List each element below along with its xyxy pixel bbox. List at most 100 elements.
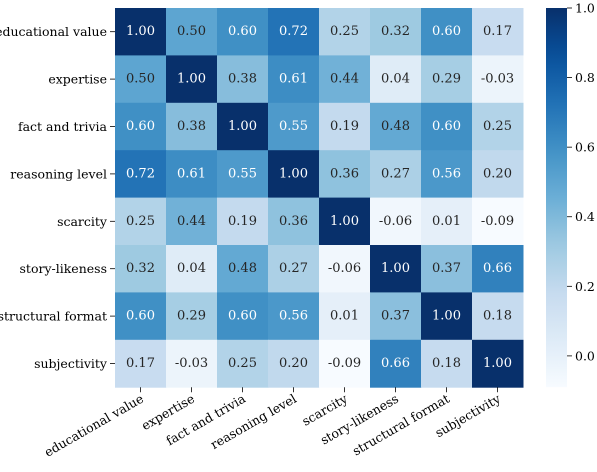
heatmap-value-label: 0.37: [381, 309, 410, 324]
heatmap-value-label: 0.17: [126, 356, 155, 371]
heatmap-cell: [268, 197, 320, 246]
heatmap-cell: [268, 339, 320, 388]
heatmap-value-label: -0.09: [328, 356, 361, 371]
heatmap-value-label: 0.27: [381, 166, 410, 181]
heatmap-cell: [472, 245, 524, 293]
colorbar-tick-label: 0.2: [575, 279, 595, 294]
heatmap-cell: [166, 197, 218, 246]
heatmap-cell: [166, 245, 218, 293]
heatmap-value-label: 0.18: [483, 309, 512, 324]
colorbar: 0.0 0.2 0.4 0.6 0.8 1.0: [546, 1, 595, 388]
heatmap-cell: [166, 102, 218, 151]
heatmap-cell: [319, 197, 371, 246]
heatmap-cell: [472, 292, 524, 341]
heatmap-cell: [268, 8, 320, 56]
heatmap-value-label: 0.20: [279, 356, 308, 371]
heatmap-value-label: 0.19: [228, 214, 257, 229]
heatmap-value-label: -0.06: [328, 261, 361, 276]
y-tick-label: fact and trivia: [18, 119, 108, 134]
heatmap-cell: [217, 292, 269, 341]
heatmap-value-label: 0.36: [330, 166, 359, 181]
heatmap-value-label: -0.03: [481, 72, 514, 87]
heatmap-value-label: 1.00: [279, 166, 308, 181]
heatmap-value-label: 0.19: [330, 119, 359, 134]
heatmap-cell: [421, 339, 473, 388]
heatmap-cell: [472, 339, 524, 388]
heatmap-cell: [268, 150, 320, 199]
y-tick-label: structural format: [0, 309, 107, 324]
heatmap-cell: [166, 339, 218, 388]
heatmap-value-label: 1.00: [126, 24, 155, 39]
heatmap-cell: [370, 102, 422, 151]
colorbar-ticks: 0.0 0.2 0.4 0.6 0.8 1.0: [567, 1, 595, 363]
heatmap-cell: [319, 150, 371, 199]
x-tick-label: educational value: [42, 391, 146, 460]
heatmap-cell: [421, 245, 473, 293]
heatmap-value-label: 0.25: [228, 356, 257, 371]
heatmap-value-label: 0.72: [126, 166, 155, 181]
heatmap-value-label: 0.27: [279, 261, 308, 276]
heatmap-value-label: 0.60: [228, 24, 257, 39]
heatmap-cell: [319, 292, 371, 341]
heatmap-cell: [319, 102, 371, 151]
heatmap-cell: [370, 150, 422, 199]
heatmap-value-label: 1.00: [177, 72, 206, 87]
heatmap-value-label: 0.66: [381, 356, 410, 371]
heatmap-value-label: 1.00: [381, 261, 410, 276]
heatmap-value-label: -0.03: [175, 356, 208, 371]
colorbar-tick-label: 0.6: [575, 140, 595, 155]
heatmap-value-label: 0.60: [228, 309, 257, 324]
heatmap-cell: [166, 292, 218, 341]
heatmap-cell: [421, 150, 473, 199]
y-tick-label: educational value: [0, 24, 107, 39]
heatmap-value-label: 0.17: [483, 24, 512, 39]
heatmap-value-label: 0.50: [177, 24, 206, 39]
heatmap-cell: [217, 8, 269, 56]
y-tick-label: scarcity: [57, 214, 108, 229]
heatmap-cell: [370, 197, 422, 246]
heatmap-value-label: 0.72: [279, 24, 308, 39]
heatmap-cell: [319, 245, 371, 293]
heatmap-cell: [166, 55, 218, 104]
heatmap-value-label: 0.48: [228, 261, 257, 276]
heatmap-value-label: 0.60: [126, 309, 155, 324]
heatmap-value-label: -0.06: [379, 214, 412, 229]
heatmap-cell: [370, 245, 422, 293]
y-tick-label: reasoning level: [10, 166, 107, 181]
heatmap-value-label: 0.44: [330, 72, 359, 87]
heatmap-cell: [115, 292, 167, 341]
heatmap-value-label: 0.38: [177, 119, 206, 134]
heatmap-value-label: 0.50: [126, 72, 155, 87]
heatmap-cell: [421, 197, 473, 246]
y-axis-ticks: educational value expertise fact and trivi…: [0, 24, 115, 371]
heatmap-cell: [217, 102, 269, 151]
heatmap-value-label: 0.55: [228, 166, 257, 181]
heatmap-value-label: 0.36: [279, 214, 308, 229]
heatmap-value-label: 0.29: [432, 72, 461, 87]
heatmap-cells: [115, 8, 524, 388]
heatmap-value-label: 1.00: [228, 119, 257, 134]
heatmap-value-label: 0.60: [432, 119, 461, 134]
heatmap-cell: [268, 55, 320, 104]
heatmap-cell: [268, 102, 320, 151]
heatmap-value-label: -0.09: [481, 214, 514, 229]
heatmap-cell: [217, 339, 269, 388]
heatmap-value-label: 0.20: [483, 166, 512, 181]
heatmap-cell: [115, 8, 167, 56]
heatmap-cell: [268, 245, 320, 293]
heatmap-value-label: 0.29: [177, 309, 206, 324]
heatmap-value-label: 0.56: [279, 309, 308, 324]
heatmap-cell: [472, 55, 524, 104]
heatmap-cell: [421, 8, 473, 56]
colorbar-tick-label: 1.0: [575, 1, 595, 16]
heatmap-value-label: 0.32: [381, 24, 410, 39]
heatmap-cell: [472, 8, 524, 56]
heatmap-value-label: 0.61: [177, 166, 206, 181]
heatmap-value-label: 0.61: [279, 72, 308, 87]
heatmap-cell: [319, 339, 371, 388]
heatmap-value-label: 0.25: [330, 24, 359, 39]
heatmap-cell: [370, 339, 422, 388]
heatmap-cell: [217, 150, 269, 199]
y-tick-label: subjectivity: [34, 356, 108, 371]
